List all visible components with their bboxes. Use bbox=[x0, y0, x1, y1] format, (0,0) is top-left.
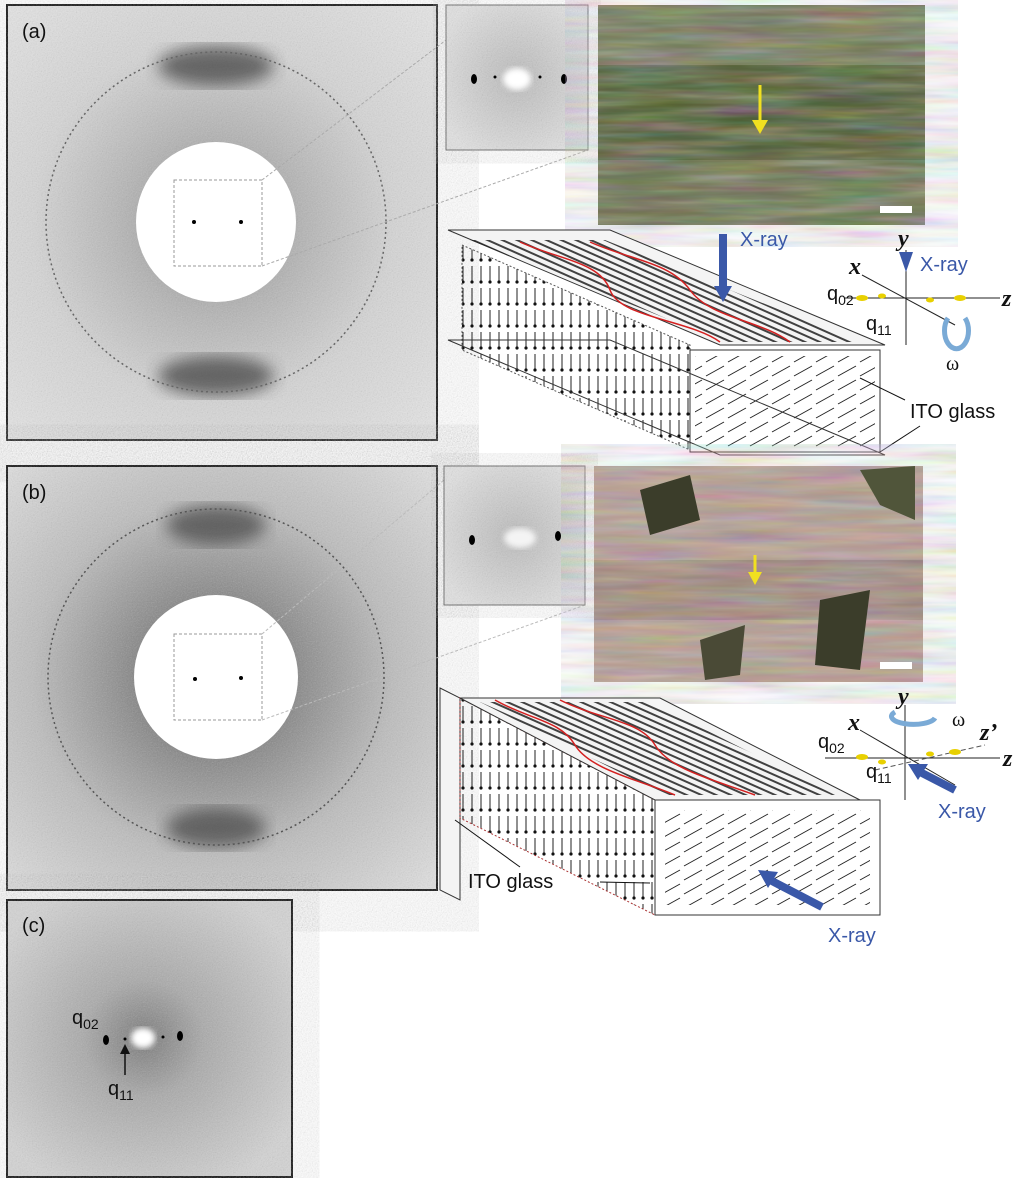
spot bbox=[878, 294, 886, 299]
peak bbox=[192, 220, 196, 224]
rotation-arrow bbox=[891, 712, 935, 724]
peak bbox=[494, 76, 497, 79]
peak bbox=[162, 1036, 165, 1039]
peak bbox=[239, 676, 243, 680]
xray-label: X-ray bbox=[828, 925, 876, 947]
spot bbox=[856, 754, 868, 760]
beam-center bbox=[503, 68, 531, 90]
peak bbox=[124, 1038, 127, 1041]
q-base: q bbox=[72, 1007, 83, 1029]
panel-label: (b) bbox=[22, 482, 46, 504]
peak bbox=[239, 220, 243, 224]
xray-arrow bbox=[899, 252, 913, 272]
pointer bbox=[880, 426, 920, 452]
spot bbox=[926, 752, 934, 757]
q-sub: 02 bbox=[83, 1016, 99, 1032]
beam-center bbox=[131, 1028, 155, 1048]
beam-center bbox=[504, 528, 536, 548]
q-base: q bbox=[866, 313, 877, 335]
spot bbox=[878, 760, 886, 765]
scale-bar bbox=[880, 662, 912, 669]
q-label: q11 bbox=[866, 761, 892, 786]
panel-b: (b) X-ray ITO glass y ω x z’ z q02 q11 X… bbox=[7, 466, 1013, 947]
page: Figure {"panel_a": {"label": "(a)", "bea… bbox=[0, 0, 1025, 1178]
peak bbox=[471, 74, 477, 84]
xray-label: X-ray bbox=[740, 229, 788, 251]
q-label: q02 bbox=[827, 283, 854, 308]
diffuse-arc bbox=[158, 356, 274, 396]
rotation-arrow bbox=[945, 318, 969, 349]
axis-label: y bbox=[895, 226, 909, 252]
peak bbox=[177, 1031, 183, 1041]
diffuse-arc bbox=[166, 808, 266, 848]
end-face-layers bbox=[665, 810, 870, 905]
spot bbox=[954, 295, 966, 301]
q-sub: 11 bbox=[877, 322, 892, 338]
body: (a) X-ray y x z X-ray q02 q11 ω ITO glas… bbox=[0, 0, 1025, 1178]
q-sub: 11 bbox=[877, 770, 892, 786]
axis-label: x bbox=[847, 710, 860, 736]
xray-label: X-ray bbox=[920, 254, 968, 276]
omega-label: ω bbox=[952, 709, 965, 731]
figure: (a) X-ray y x z X-ray q02 q11 ω ITO glas… bbox=[0, 0, 1025, 1178]
q-sub: 02 bbox=[838, 292, 854, 308]
front-plate bbox=[440, 688, 460, 900]
peak bbox=[193, 677, 197, 681]
q-base: q bbox=[818, 731, 829, 753]
peak bbox=[539, 76, 542, 79]
peak bbox=[469, 535, 475, 545]
peak bbox=[561, 74, 567, 84]
axis-label: z bbox=[1001, 286, 1012, 312]
spot bbox=[949, 749, 961, 755]
axis-label: y bbox=[895, 684, 909, 710]
q-label: q02 bbox=[818, 731, 845, 756]
q-base: q bbox=[108, 1078, 119, 1100]
diffuse-arc bbox=[166, 505, 266, 545]
q-base: q bbox=[866, 761, 877, 783]
omega-label: ω bbox=[946, 353, 959, 375]
axis-label: x bbox=[848, 254, 861, 280]
panel-label: (c) bbox=[22, 915, 45, 937]
q-base: q bbox=[827, 283, 838, 305]
ito-label: ITO glass bbox=[910, 401, 995, 423]
axis-label: z’ bbox=[979, 720, 997, 746]
peak bbox=[103, 1035, 109, 1045]
ito-label: ITO glass bbox=[468, 871, 553, 893]
panel-a: (a) X-ray y x z X-ray q02 q11 ω ITO glas… bbox=[7, 5, 1012, 455]
q-sub: 11 bbox=[119, 1087, 134, 1103]
peak bbox=[555, 531, 561, 541]
axis-label: z bbox=[1002, 746, 1013, 772]
beamstop bbox=[136, 142, 296, 302]
spot bbox=[926, 298, 934, 303]
panel-label: (a) bbox=[22, 21, 46, 43]
beamstop bbox=[134, 595, 298, 759]
xray-label: X-ray bbox=[938, 801, 986, 823]
scale-bar bbox=[880, 206, 912, 213]
panel-c: (c) q02 q11 bbox=[7, 900, 292, 1177]
q-label: q11 bbox=[866, 313, 892, 338]
spot bbox=[856, 295, 868, 301]
end-face-layers bbox=[695, 356, 875, 448]
q-sub: 02 bbox=[829, 740, 845, 756]
